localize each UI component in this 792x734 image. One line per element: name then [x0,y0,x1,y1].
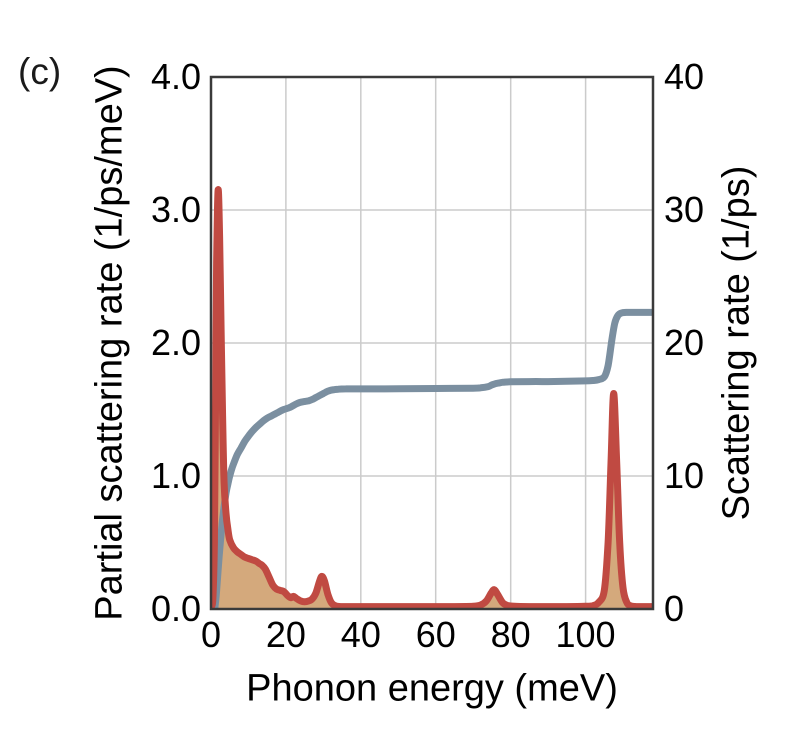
tick-label: 20 [265,614,306,655]
tick-label: 0.0 [150,588,201,629]
plot-frame [209,75,655,611]
tick-label: 20 [664,322,705,363]
tick-label: 4.0 [150,56,201,97]
tick-label: 80 [490,614,531,655]
tick-label: 0 [200,614,222,655]
tick-label: 2.0 [150,322,201,363]
cumulative-rate-line [211,308,653,609]
partial-rate-fill [211,189,653,609]
tick-label: 40 [664,56,705,97]
tick-label: 3.0 [150,189,201,230]
panel-label: (c) [18,51,62,92]
tick-label: 100 [555,614,616,655]
tick-label: 10 [664,455,705,496]
tick-label: 60 [415,614,456,655]
tick-label: 40 [340,614,381,655]
x-axis-title: Phonon energy (meV) [246,667,618,710]
tick-label: 0 [664,588,685,629]
tick-label: 1.0 [150,455,201,496]
partial-rate-line [211,186,653,609]
tick-label: 30 [664,189,705,230]
